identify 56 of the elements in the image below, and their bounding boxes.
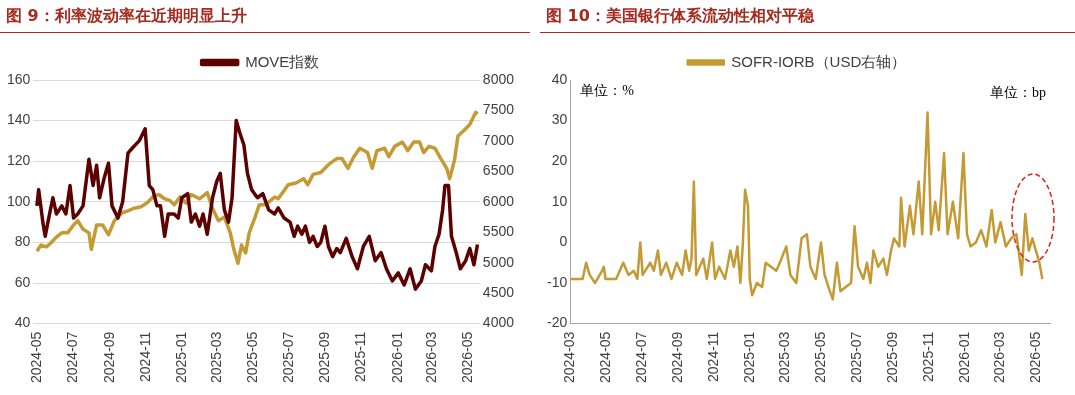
x-tick-label: 2024-11 (136, 331, 153, 382)
y2-tick-label: 7500 (482, 101, 515, 118)
x-tick-label: 2026-03 (423, 331, 440, 384)
y-tick-label: 140 (7, 111, 31, 128)
x-tick-label: 2024-09 (100, 331, 117, 384)
x-tick-label: 2025-03 (775, 331, 792, 384)
y-tick-label: -20 (547, 314, 568, 331)
x-tick-label: 2024-05 (27, 331, 44, 384)
x-tick-label: 2025-11 (352, 331, 369, 382)
chart-title: 图 10：美国银行体系流动性相对平稳 (545, 5, 815, 27)
annotation: 单位：bp (990, 84, 1046, 100)
x-tick-label: 2026-05 (1026, 331, 1043, 384)
annotation: 单位：% (580, 82, 635, 98)
x-tick-label: 2025-07 (279, 331, 296, 384)
y-tick-label: 40 (551, 70, 568, 87)
chart-title: 图 9：利率波动率在近期明显上升 (5, 5, 248, 27)
x-tick-label: 2025-01 (172, 331, 189, 384)
y2-tick-label: 5000 (482, 253, 515, 270)
x-tick-label: 2024-05 (597, 331, 613, 384)
y2-tick-label: 7000 (482, 131, 515, 148)
x-tick-label: 2026-01 (388, 331, 405, 384)
y2-tick-label: 5500 (482, 223, 515, 240)
x-tick-label: 2024-07 (632, 331, 649, 384)
x-tick-label: 2025-09 (884, 331, 901, 384)
y-tick-label: 40 (14, 314, 31, 331)
x-tick-label: 2025-01 (741, 331, 758, 384)
y-tick-label: -10 (547, 273, 568, 290)
y2-tick-label: 6500 (482, 162, 515, 179)
y2-tick-label: 4000 (482, 314, 515, 331)
legend-label: SOFR-IORB（USD右轴） (731, 52, 907, 70)
y2-tick-label: 6000 (482, 192, 515, 209)
x-tick-label: 2024-09 (669, 331, 686, 384)
legend-label: MOVE指数 (245, 52, 320, 70)
x-tick-label: 2024-11 (705, 331, 722, 382)
x-tick-label: 2024-03 (561, 331, 578, 384)
y-tick-label: 0 (559, 233, 568, 250)
x-tick-label: 2026-05 (459, 331, 476, 384)
x-tick-label: 2025-05 (243, 331, 260, 384)
x-tick-label: 2025-07 (847, 331, 864, 384)
y2-tick-label: 8000 (482, 70, 515, 87)
x-tick-label: 2026-03 (990, 331, 1007, 384)
y2-tick-label: 4500 (482, 284, 515, 301)
y-tick-label: 20 (551, 152, 568, 169)
x-tick-label: 2024-07 (63, 331, 80, 384)
y-tick-label: 60 (14, 273, 31, 290)
y-tick-label: 120 (7, 152, 31, 169)
x-tick-label: 2025-11 (920, 331, 937, 382)
y-tick-label: 10 (551, 192, 568, 209)
y-tick-label: 100 (7, 192, 31, 209)
y-tick-label: 30 (551, 111, 568, 128)
x-tick-label: 2026-01 (956, 331, 973, 384)
x-tick-label: 2025-09 (316, 331, 333, 384)
x-tick-label: 2025-03 (207, 331, 224, 384)
y-tick-label: 80 (14, 233, 31, 250)
y-tick-label: 160 (7, 70, 31, 87)
x-tick-label: 2025-05 (811, 331, 828, 384)
